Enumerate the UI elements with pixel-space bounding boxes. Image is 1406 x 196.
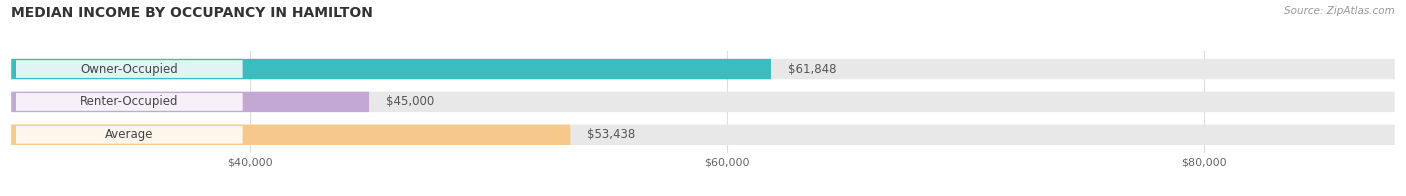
FancyBboxPatch shape bbox=[11, 125, 1395, 145]
Text: MEDIAN INCOME BY OCCUPANCY IN HAMILTON: MEDIAN INCOME BY OCCUPANCY IN HAMILTON bbox=[11, 6, 373, 20]
Text: $45,000: $45,000 bbox=[385, 95, 434, 108]
FancyBboxPatch shape bbox=[11, 92, 1395, 112]
Text: Owner-Occupied: Owner-Occupied bbox=[80, 63, 179, 75]
Text: $61,848: $61,848 bbox=[787, 63, 837, 75]
FancyBboxPatch shape bbox=[15, 60, 243, 78]
FancyBboxPatch shape bbox=[15, 93, 243, 111]
FancyBboxPatch shape bbox=[11, 59, 1395, 79]
FancyBboxPatch shape bbox=[15, 126, 243, 144]
FancyBboxPatch shape bbox=[11, 92, 368, 112]
FancyBboxPatch shape bbox=[11, 59, 770, 79]
FancyBboxPatch shape bbox=[11, 125, 571, 145]
Text: Renter-Occupied: Renter-Occupied bbox=[80, 95, 179, 108]
Text: Average: Average bbox=[105, 128, 153, 141]
Text: $53,438: $53,438 bbox=[588, 128, 636, 141]
Text: Source: ZipAtlas.com: Source: ZipAtlas.com bbox=[1284, 6, 1395, 16]
